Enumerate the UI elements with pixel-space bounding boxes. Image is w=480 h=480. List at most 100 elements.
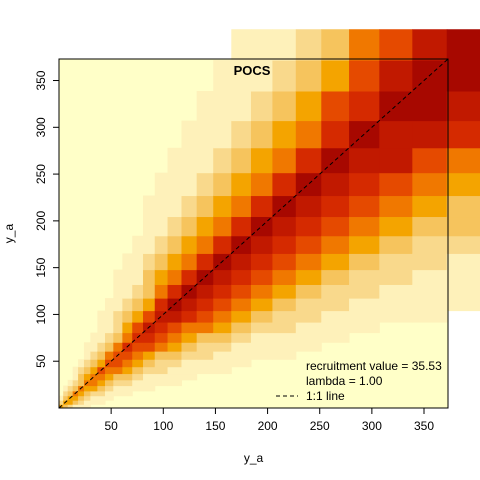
heatmap-cell: [379, 216, 413, 237]
y-tick-label: 100: [34, 304, 48, 324]
heatmap-cell: [105, 298, 114, 312]
heatmap-cell: [105, 379, 114, 387]
y-tick-label: 250: [34, 164, 48, 184]
heatmap-cell: [272, 351, 297, 360]
heatmap-cell: [143, 195, 156, 218]
y-tick-label: 200: [34, 211, 48, 231]
heatmap-cell: [122, 298, 133, 312]
heatmap-cell: [154, 298, 169, 312]
heatmap-cell: [167, 172, 182, 197]
heatmap-cell: [196, 147, 214, 174]
heatmap-cell: [181, 366, 198, 375]
heatmap-cell: [113, 298, 123, 312]
heatmap-cell: [83, 395, 91, 401]
heatmap-cell: [97, 342, 106, 352]
heatmap-cell: [83, 342, 91, 352]
heatmap-cell: [196, 332, 214, 343]
heatmap-cell: [122, 390, 133, 397]
heatmap-cell: [122, 359, 133, 368]
heatmap-cell: [181, 373, 198, 381]
heatmap-cell: [213, 284, 232, 299]
heatmap-cell: [446, 147, 480, 174]
heatmap-cell: [213, 147, 232, 174]
heatmap-cell: [181, 310, 198, 323]
heatmap-cell: [295, 235, 322, 254]
heatmap-cell: [154, 284, 169, 299]
heatmap-cell: [167, 253, 182, 271]
heatmap-cell: [132, 253, 144, 271]
heatmap-cell: [213, 90, 232, 122]
heatmap-cell: [122, 379, 133, 387]
heatmap-cell: [143, 385, 156, 392]
heatmap-cell: [321, 172, 350, 197]
heatmap-cell: [143, 351, 156, 360]
heatmap-cell: [181, 195, 198, 218]
heatmap-cell: [97, 395, 106, 401]
legend: recruitment value = 35.53 lambda = 1.00 …: [276, 359, 442, 403]
heatmap-cell: [72, 404, 79, 409]
heatmap-cell: [113, 269, 123, 285]
heatmap-cell: [213, 269, 232, 285]
heatmap-cell: [213, 120, 232, 149]
x-tick-label: 350: [414, 419, 434, 433]
heatmap-cell: [72, 373, 79, 381]
x-tick-label: 150: [205, 419, 225, 433]
heatmap-cell: [349, 284, 380, 299]
heatmap-cell: [122, 253, 133, 271]
y-tick-label: 150: [34, 257, 48, 277]
heatmap-cell: [321, 253, 350, 271]
heatmap-cell: [167, 332, 182, 343]
heatmap-cell: [167, 310, 182, 323]
heatmap-cell: [250, 29, 273, 61]
heatmap-cell: [272, 147, 297, 174]
heatmap-cell: [167, 284, 182, 299]
heatmap-cell: [181, 269, 198, 285]
heatmap-cell: [272, 29, 297, 61]
one-to-one-line: [58, 58, 449, 409]
heatmap-cell: [412, 216, 448, 237]
y-axis: 50 100 150 200 250 300 350: [34, 70, 59, 368]
heatmap-cell: [181, 172, 198, 197]
heatmap-cell: [412, 284, 448, 299]
heatmap-cell: [67, 400, 74, 405]
heatmap-cell: [143, 216, 156, 237]
heatmap-cell: [412, 172, 448, 197]
heatmap-cell: [349, 172, 380, 197]
legend-item-lambda: lambda = 1.00: [306, 374, 383, 388]
heatmap-cell: [143, 269, 156, 285]
heatmap-cell: [78, 404, 85, 409]
heatmap-cell: [181, 332, 198, 343]
heatmap-cell: [132, 310, 144, 323]
heatmap-cell: [113, 359, 123, 368]
heatmap-cell: [231, 298, 252, 312]
heatmap-cell: [105, 395, 114, 401]
heatmap-cell: [321, 60, 350, 92]
heatmap-cell: [321, 332, 350, 343]
heatmap-cell: [446, 195, 480, 218]
heatmap-cell: [181, 235, 198, 254]
heatmap-cell: [231, 216, 252, 237]
heatmap-cell: [83, 351, 91, 360]
heatmap-cell: [231, 359, 252, 368]
plot-frame: [58, 58, 449, 409]
heatmap-cell: [154, 216, 169, 237]
heatmap-cell: [231, 235, 252, 254]
heatmap-cell: [349, 60, 380, 92]
heatmap-cell: [90, 366, 98, 375]
heatmap-cell: [154, 373, 169, 381]
heatmap-cell: [272, 322, 297, 334]
x-axis: 50 100 150 200 250 300 350: [104, 408, 434, 433]
heatmap-cell: [295, 253, 322, 271]
heatmap-cell: [105, 351, 114, 360]
heatmap-cell: [67, 379, 74, 387]
heatmap-cell: [272, 216, 297, 237]
heatmap-cell: [412, 120, 448, 149]
heatmap-cell: [105, 385, 114, 392]
heatmap-cell: [321, 284, 350, 299]
heatmap-cell: [167, 269, 182, 285]
heatmap-cell: [67, 404, 74, 409]
heatmap-cell: [132, 322, 144, 334]
heatmap-cell: [122, 284, 133, 299]
heatmap-cell: [143, 342, 156, 352]
heatmap-cell: [90, 385, 98, 392]
